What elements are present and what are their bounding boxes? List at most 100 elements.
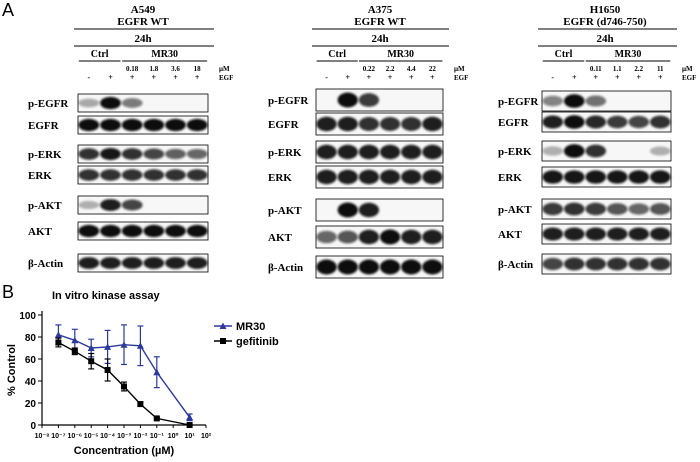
- concentration-label: 2.2: [386, 65, 395, 73]
- concentration-label: 2.2: [634, 65, 643, 73]
- blot-band: [401, 117, 422, 131]
- blot-band: [337, 259, 358, 275]
- ctrl-label: Ctrl: [555, 49, 573, 60]
- egf-sign: -: [551, 73, 554, 82]
- protein-label: EGFR: [28, 120, 60, 132]
- blot-band: [78, 148, 100, 160]
- y-tick-label: 60: [25, 355, 37, 366]
- blot-row: AKT: [498, 223, 672, 245]
- blot-band: [542, 257, 564, 271]
- blot-row: p-ERK: [268, 140, 444, 164]
- blot-row: ERK: [268, 165, 444, 189]
- concentration-unit: µM: [219, 65, 230, 73]
- concentration-unit: µM: [682, 65, 693, 73]
- blot-band: [649, 203, 671, 215]
- blot-band: [316, 116, 337, 132]
- blot-band: [143, 257, 165, 269]
- protein-label: EGFR: [268, 119, 300, 131]
- legend-label: gefitinib: [236, 336, 279, 348]
- data-point: [71, 336, 79, 344]
- data-point: [55, 339, 62, 346]
- cell-line-label: H1650: [590, 4, 621, 16]
- egf-label: EGF: [682, 74, 696, 82]
- blot-band: [186, 148, 208, 160]
- egf-sign: +: [152, 73, 157, 82]
- blot-band: [563, 144, 585, 158]
- blot-band: [165, 169, 186, 181]
- blot-band: [100, 96, 121, 110]
- cell-line-label: A375: [368, 4, 393, 16]
- ctrl-label: Ctrl: [91, 49, 109, 60]
- time-label: 24h: [596, 33, 613, 45]
- egf-sign: -: [87, 73, 90, 82]
- data-point: [71, 348, 78, 355]
- blot-row: AKT: [268, 225, 444, 249]
- blot-band: [100, 199, 121, 211]
- blot-row: p-AKT: [498, 198, 672, 220]
- blot-band: [542, 170, 564, 184]
- data-point: [54, 331, 62, 338]
- blot-band: [649, 257, 671, 271]
- blot-band: [649, 227, 671, 241]
- blot-band: [649, 170, 671, 184]
- blot-band: [606, 227, 628, 241]
- concentration-label: 0.11: [590, 65, 602, 73]
- blot-band: [628, 227, 650, 241]
- x-tick-label: 10⁻⁸: [35, 433, 50, 440]
- series-mr30: [54, 324, 194, 422]
- blot-band: [358, 202, 380, 218]
- blot-band: [401, 229, 422, 245]
- concentration-label: 3.6: [171, 65, 180, 73]
- blot-band: [316, 230, 337, 244]
- y-tick-label: 40: [25, 377, 37, 388]
- egf-sign: +: [130, 73, 135, 82]
- blot-band: [78, 98, 100, 108]
- blot-band: [542, 115, 564, 129]
- blot-band: [143, 118, 165, 132]
- series-gefitinib: [55, 337, 193, 428]
- egf-sign: +: [572, 73, 577, 82]
- blot-band: [143, 169, 165, 181]
- x-tick-label: 10²: [201, 433, 212, 440]
- concentration-label: 4.4: [407, 65, 416, 73]
- blot-band: [358, 93, 380, 107]
- blot-band: [78, 169, 100, 181]
- blot-row: β-Actin: [268, 255, 444, 279]
- blot-band: [542, 227, 564, 241]
- x-axis-label: Concentration (µM): [74, 445, 175, 457]
- blot-band: [337, 230, 358, 244]
- protein-label: p-ERK: [28, 149, 62, 161]
- blot-band: [100, 147, 121, 161]
- genotype-label: EGFR (d746-750): [563, 16, 647, 28]
- egf-sign: +: [108, 73, 113, 82]
- x-tick-label: 10⁻⁶: [67, 433, 82, 440]
- egf-sign: +: [593, 73, 598, 82]
- concentration-label: 1.8: [149, 65, 158, 73]
- concentration-label: 18: [194, 65, 202, 73]
- blot-band: [563, 227, 585, 241]
- blot-band: [379, 117, 401, 131]
- concentration-label: 1.1: [613, 65, 622, 73]
- protein-label: p-AKT: [498, 204, 532, 216]
- drug-label: MR30: [151, 49, 178, 60]
- blot-band: [121, 257, 143, 269]
- protein-label: p-EGFR: [28, 98, 69, 110]
- blot-band: [422, 229, 443, 245]
- blot-band: [100, 257, 121, 269]
- blot-row: β-Actin: [28, 253, 209, 273]
- egf-sign: +: [195, 73, 200, 82]
- blot-band: [78, 257, 100, 269]
- egf-sign: +: [430, 73, 435, 82]
- blot-band: [316, 169, 337, 185]
- blot-row: β-Actin: [498, 253, 672, 275]
- panel-label-b: B: [2, 282, 15, 302]
- x-tick-label: 10⁻¹: [150, 433, 164, 440]
- blot-band: [165, 257, 186, 269]
- blot-strip: [315, 88, 444, 112]
- blot-row: p-AKT: [28, 195, 209, 215]
- protein-label: β-Actin: [28, 258, 63, 270]
- blot-band: [628, 170, 650, 184]
- y-axis-label: % Control: [6, 344, 18, 396]
- blot-band: [401, 144, 422, 160]
